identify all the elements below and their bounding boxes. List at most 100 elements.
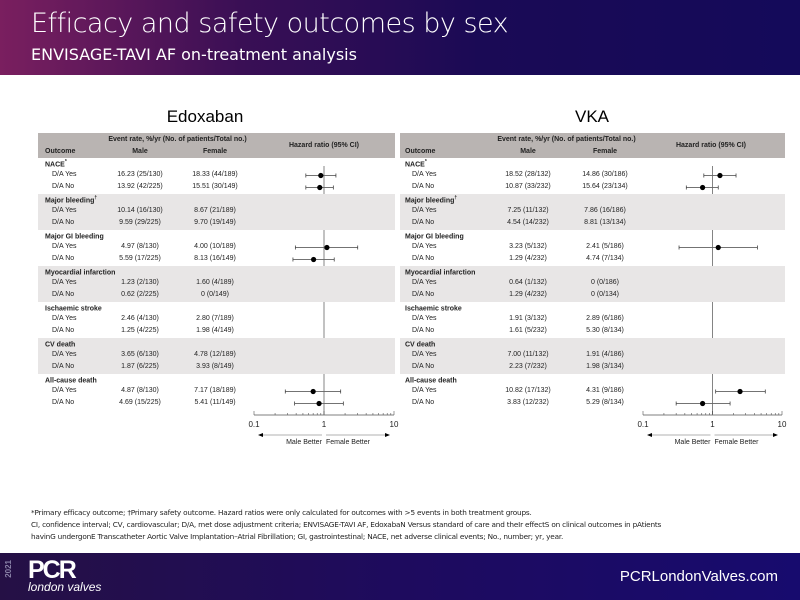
group-name: Ischaemic stroke <box>405 305 462 313</box>
x-tick-label: 0.1 <box>248 420 260 429</box>
table-header-bg <box>400 133 785 158</box>
female-value: 0 (0/186) <box>590 279 620 286</box>
male-value: 5.59 (17/225) <box>119 255 161 262</box>
group-label: Major bleeding† <box>45 195 97 204</box>
female-value: 1.98 (4/149) <box>196 327 234 334</box>
hr-header: Hazard ratio (95% CI) <box>288 142 360 149</box>
row-label: D/A No <box>412 219 435 226</box>
male-value: 1.29 (4/232) <box>509 291 547 298</box>
row-label: D/A Yes <box>52 279 77 286</box>
female-value: 4.00 (10/189) <box>194 243 236 250</box>
group-label: Major GI bleeding <box>45 231 104 240</box>
x-tick-label: 1 <box>321 420 327 429</box>
row-label: D/A No <box>52 291 75 298</box>
female-header: Female <box>202 148 228 155</box>
hr-point <box>316 400 322 407</box>
row-label: D/A No <box>412 363 435 370</box>
group-name: Major bleeding <box>45 197 95 205</box>
female-value: 0 (0/134) <box>590 291 620 298</box>
group-band <box>38 338 395 374</box>
row-label: D/A Yes <box>412 279 437 286</box>
group-name: Major GI bleeding <box>45 233 104 241</box>
male-value: 0.64 (1/132) <box>509 279 547 286</box>
male-value: 18.52 (28/132) <box>505 171 551 178</box>
group-label: Ischaemic stroke <box>405 303 462 312</box>
row-label: D/A No <box>412 399 435 406</box>
group-label: Myocardial infarction <box>45 267 115 276</box>
x-tick-label: 10 <box>777 420 787 429</box>
row-label: D/A Yes <box>412 387 437 394</box>
row-label: D/A Yes <box>412 351 437 358</box>
group-label: Major bleeding† <box>405 195 457 204</box>
group-band <box>400 194 785 230</box>
group-name: CV death <box>405 341 436 349</box>
outcome-header: Outcome <box>45 148 76 155</box>
slide-subtitle: ENVISAGE-TAVI AF on-treatment analysis <box>31 45 357 64</box>
male-value: 7.25 (11/132) <box>507 207 549 214</box>
male-value: 3.23 (5/132) <box>509 243 547 250</box>
group-mark: * <box>64 159 67 165</box>
group-name: All-cause death <box>45 377 97 385</box>
female-value: 2.41 (5/186) <box>586 243 624 250</box>
row-label: D/A No <box>412 291 435 298</box>
female-value: 3.93 (8/149) <box>196 363 234 370</box>
female-value: 4.31 (9/186) <box>586 387 624 394</box>
female-value: 5.30 (8/134) <box>586 327 624 334</box>
footnote-3: havinG undergonE Transcatheter Aortic Va… <box>31 532 564 541</box>
female-better-label: Female Better <box>326 439 370 446</box>
footer-year: 2021 <box>4 560 13 578</box>
group-label: NACE* <box>45 159 67 168</box>
row-label: D/A Yes <box>52 315 77 322</box>
group-name: CV death <box>45 341 76 349</box>
x-tick-label: 0.1 <box>637 420 649 429</box>
male-value: 2.23 (7/232) <box>509 363 547 370</box>
arrow-left-icon <box>647 433 652 437</box>
female-value: 2.89 (6/186) <box>586 315 624 322</box>
female-value: 7.17 (18/189) <box>194 387 236 394</box>
row-label: D/A Yes <box>52 387 77 394</box>
row-label: D/A Yes <box>412 171 437 178</box>
group-name: Myocardial infarction <box>45 269 116 277</box>
male-value: 13.92 (42/225) <box>117 183 163 190</box>
hr-point <box>324 244 330 251</box>
female-value: 9.70 (19/149) <box>194 219 236 226</box>
male-value: 1.23 (2/130) <box>121 279 159 286</box>
arrow-left-icon <box>258 433 263 437</box>
female-value: 14.86 (30/186) <box>582 171 628 178</box>
male-value: 1.29 (4/232) <box>509 255 547 262</box>
row-label: D/A Yes <box>52 171 77 178</box>
female-value: 2.80 (7/189) <box>196 315 234 322</box>
group-name: Myocardial infarction <box>405 269 476 277</box>
group-mark: † <box>94 195 98 201</box>
row-label: D/A Yes <box>52 351 77 358</box>
female-value: 4.78 (12/189) <box>194 351 236 358</box>
hr-point <box>737 388 743 395</box>
arrow-right-icon <box>385 433 390 437</box>
female-value: 15.64 (23/134) <box>582 183 628 190</box>
female-value: 15.51 (30/149) <box>192 183 238 190</box>
footer-url[interactable]: PCRLondonValves.com <box>619 568 778 585</box>
row-label: D/A No <box>52 183 75 190</box>
hr-point <box>699 184 706 191</box>
male-header: Male <box>132 148 148 155</box>
row-label: D/A Yes <box>412 207 437 214</box>
male-value: 2.46 (4/130) <box>121 315 159 322</box>
hr-point <box>318 172 324 179</box>
row-label: D/A Yes <box>52 243 77 250</box>
group-label: Myocardial infarction <box>405 267 475 276</box>
male-value: 10.82 (17/132) <box>505 387 551 394</box>
hr-header: Hazard ratio (95% CI) <box>675 142 747 149</box>
male-value: 3.65 (6/130) <box>121 351 159 358</box>
female-value: 0 (0/149) <box>200 291 230 298</box>
male-value: 1.91 (3/132) <box>509 315 547 322</box>
group-label: CV death <box>405 339 435 348</box>
group-label: All-cause death <box>405 375 457 384</box>
male-value: 4.54 (14/232) <box>507 219 549 226</box>
female-value: 1.91 (4/186) <box>586 351 624 358</box>
male-value: 10.87 (33/232) <box>505 183 551 190</box>
group-band <box>400 338 785 374</box>
slide-title: Efficacy and safety outcomes by sex <box>31 8 509 39</box>
footnote-1: *Primary efficacy outcome; †Primary safe… <box>31 508 532 517</box>
male-value: 1.87 (6/225) <box>121 363 159 370</box>
group-label: NACE* <box>405 159 427 168</box>
